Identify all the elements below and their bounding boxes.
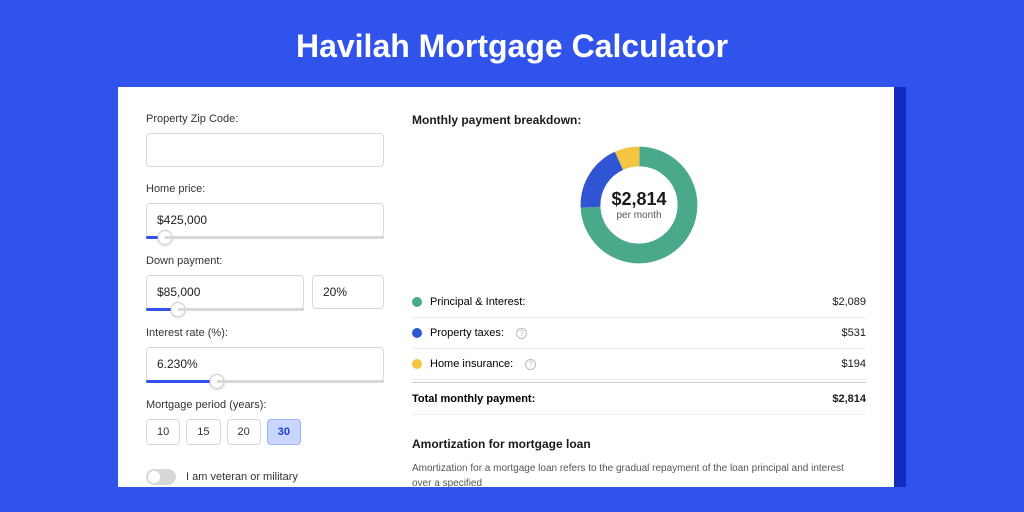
zip-label: Property Zip Code:	[146, 113, 384, 125]
period-btn-15[interactable]: 15	[186, 419, 220, 445]
down-payment-label: Down payment:	[146, 255, 384, 267]
breakdown-column: Monthly payment breakdown: $2,814 per mo…	[412, 113, 866, 487]
form-column: Property Zip Code: Home price: Down paym…	[146, 113, 384, 487]
home-price-input[interactable]	[146, 203, 384, 237]
down-payment-group: Down payment:	[146, 255, 384, 311]
interest-rate-slider[interactable]	[146, 380, 384, 383]
veteran-label: I am veteran or military	[186, 471, 298, 483]
legend-row-total: Total monthly payment: $2,814	[412, 382, 866, 415]
down-payment-input[interactable]	[146, 275, 304, 309]
period-btn-10[interactable]: 10	[146, 419, 180, 445]
interest-rate-group: Interest rate (%):	[146, 327, 384, 383]
period-group: Mortgage period (years): 10 15 20 30	[146, 399, 384, 445]
legend-val-total: $2,814	[832, 393, 866, 405]
down-payment-slider[interactable]	[146, 308, 304, 311]
period-btn-30[interactable]: 30	[267, 419, 301, 445]
zip-group: Property Zip Code:	[146, 113, 384, 167]
amortization-text: Amortization for a mortgage loan refers …	[412, 461, 866, 487]
dot-icon	[412, 297, 422, 307]
veteran-row: I am veteran or military	[146, 469, 384, 485]
page-title: Havilah Mortgage Calculator	[0, 0, 1024, 87]
legend-row-principal: Principal & Interest: $2,089	[412, 287, 866, 318]
donut-sub: per month	[611, 210, 666, 221]
legend-row-insurance: Home insurance: ? $194	[412, 349, 866, 380]
legend-label-total: Total monthly payment:	[412, 393, 535, 405]
donut-center: $2,814 per month	[611, 189, 666, 221]
info-icon[interactable]: ?	[525, 359, 536, 370]
amortization-title: Amortization for mortgage loan	[412, 437, 866, 451]
dot-icon	[412, 359, 422, 369]
dot-icon	[412, 328, 422, 338]
down-payment-slider-thumb[interactable]	[170, 302, 185, 317]
card-shadow: Property Zip Code: Home price: Down paym…	[118, 87, 906, 487]
legend-label-taxes: Property taxes:	[430, 327, 504, 339]
donut-wrap: $2,814 per month	[412, 141, 866, 269]
zip-input[interactable]	[146, 133, 384, 167]
period-btn-20[interactable]: 20	[227, 419, 261, 445]
legend-val-taxes: $531	[842, 327, 866, 339]
interest-rate-label: Interest rate (%):	[146, 327, 384, 339]
home-price-group: Home price:	[146, 183, 384, 239]
veteran-toggle[interactable]	[146, 469, 176, 485]
legend-label-insurance: Home insurance:	[430, 358, 513, 370]
home-price-slider-thumb[interactable]	[158, 230, 173, 245]
period-options: 10 15 20 30	[146, 419, 384, 445]
period-label: Mortgage period (years):	[146, 399, 384, 411]
donut-amount: $2,814	[611, 189, 666, 210]
home-price-slider[interactable]	[146, 236, 384, 239]
breakdown-title: Monthly payment breakdown:	[412, 113, 866, 127]
home-price-label: Home price:	[146, 183, 384, 195]
interest-rate-slider-thumb[interactable]	[210, 374, 225, 389]
down-payment-pct-input[interactable]	[312, 275, 384, 309]
legend-label-principal: Principal & Interest:	[430, 296, 525, 308]
legend-row-taxes: Property taxes: ? $531	[412, 318, 866, 349]
interest-rate-input[interactable]	[146, 347, 384, 381]
legend-val-insurance: $194	[842, 358, 866, 370]
info-icon[interactable]: ?	[516, 328, 527, 339]
calculator-card: Property Zip Code: Home price: Down paym…	[118, 87, 894, 487]
legend-val-principal: $2,089	[832, 296, 866, 308]
